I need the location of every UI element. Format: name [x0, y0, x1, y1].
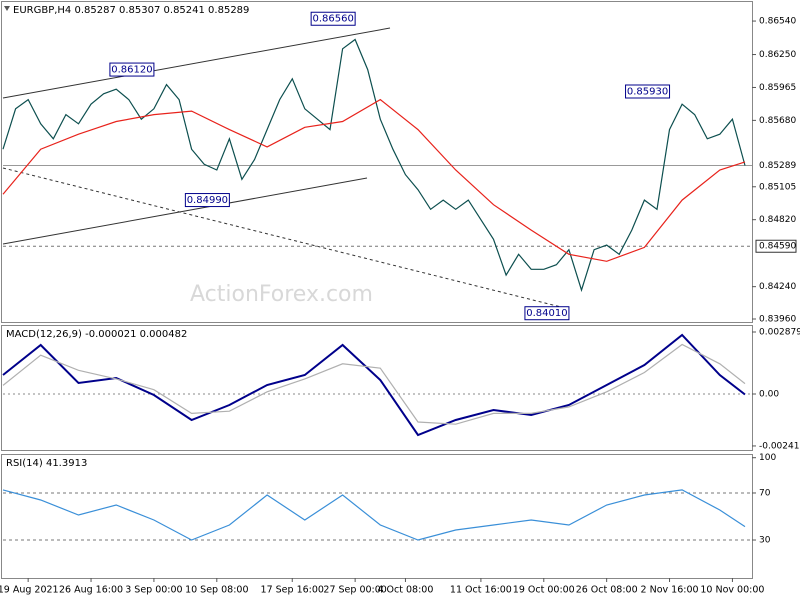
price-label: 0.84010 [526, 308, 567, 319]
level-label-box [755, 239, 797, 253]
trend-line [2, 167, 566, 309]
level-label: 0.85289 [759, 161, 796, 171]
x-tick-label: 26 Oct 08:00 [576, 585, 638, 596]
x-tick-label: 2 Nov 16:00 [641, 585, 699, 596]
rsi-panel [1, 454, 753, 579]
x-tick-label: 11 Oct 16:00 [450, 585, 512, 596]
price-label-box [524, 306, 570, 321]
x-tick-label: 27 Sep 00:00 [323, 585, 386, 596]
x-tick-label: 26 Aug 16:00 [59, 585, 123, 596]
y-tick-label: 0.86250 [759, 50, 796, 60]
y-tick-label: 0.00 [759, 389, 779, 399]
y-tick-label: -0.002412 [759, 441, 800, 451]
chart-title: EURGBP,H4 0.85287 0.85307 0.85241 0.8528… [13, 5, 249, 16]
price-label: 0.85930 [627, 86, 668, 97]
level-label-box [755, 159, 797, 173]
series-line [2, 489, 746, 541]
x-tick-label: 4 Oct 08:00 [377, 585, 433, 596]
x-tick-label: 19 Oct 00:00 [513, 585, 575, 596]
channel-lower [2, 177, 368, 245]
series-line [2, 98, 746, 262]
series-line [2, 38, 746, 293]
macd-panel [1, 325, 753, 451]
series-line [2, 333, 746, 437]
x-tick-label: 17 Sep 16:00 [261, 585, 324, 596]
level-label: 0.84590 [759, 242, 796, 252]
y-tick-label: 0.85680 [759, 116, 796, 126]
symbol-icon [4, 6, 10, 11]
y-tick-label: 0.84820 [759, 215, 796, 225]
macd-title: MACD(12,26,9) -0.000021 0.000482 [6, 329, 187, 340]
y-tick-label: 100 [759, 453, 776, 463]
channel-upper [2, 27, 391, 99]
price-label: 0.84990 [187, 195, 228, 206]
y-tick-label: 0.85965 [759, 83, 796, 93]
y-tick-label: 70 [759, 488, 771, 498]
y-tick-label: 30 [759, 536, 771, 546]
y-tick-label: 0.84240 [759, 282, 796, 292]
x-tick-label: 3 Sep 00:00 [125, 585, 182, 596]
price-label-box [184, 193, 230, 208]
x-tick-label: 10 Nov 00:00 [700, 585, 764, 596]
series-line [2, 343, 746, 425]
price-label-box [310, 11, 356, 26]
price-label-box [109, 62, 155, 77]
y-tick-label: 0.83960 [759, 314, 796, 324]
y-tick-label: 0.85105 [759, 182, 796, 192]
rsi-title: RSI(14) 41.3913 [6, 458, 87, 469]
x-tick-label: 19 Aug 2021 [0, 585, 59, 596]
y-tick-label: 0.86540 [759, 17, 796, 27]
price-label: 0.86560 [312, 14, 353, 25]
price-label-box [625, 84, 671, 99]
watermark: ActionForex.com [190, 282, 373, 307]
x-tick-label: 10 Sep 08:00 [185, 585, 248, 596]
price-label: 0.86120 [111, 65, 152, 76]
y-tick-label: 0.002879 [759, 327, 800, 337]
price-panel [1, 1, 753, 323]
